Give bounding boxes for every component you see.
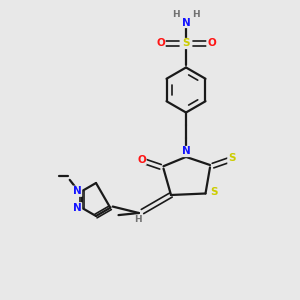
Text: H: H	[134, 215, 142, 224]
Text: S: S	[211, 187, 218, 197]
Text: H: H	[192, 10, 200, 19]
Text: N: N	[182, 146, 190, 157]
Text: N: N	[182, 17, 190, 28]
Text: O: O	[156, 38, 165, 49]
Text: S: S	[228, 153, 236, 164]
Text: N: N	[73, 203, 82, 213]
Text: S: S	[182, 38, 190, 49]
Text: O: O	[207, 38, 216, 49]
Text: N: N	[73, 186, 82, 196]
Text: O: O	[137, 154, 146, 165]
Text: H: H	[172, 10, 180, 19]
